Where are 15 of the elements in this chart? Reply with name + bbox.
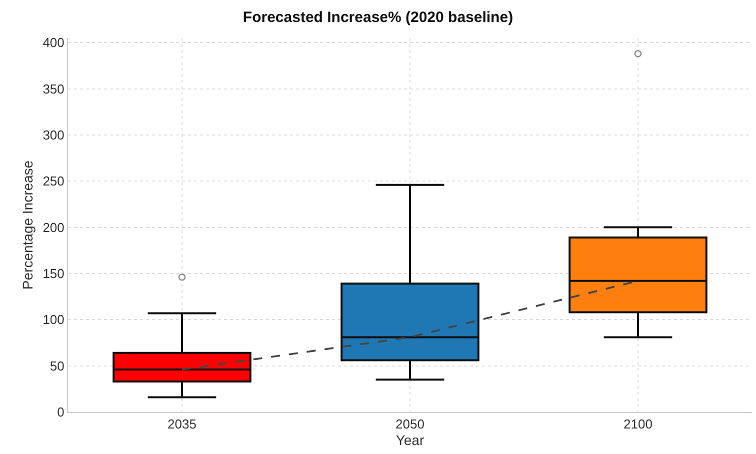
x-tick-label: 2050 [396,416,424,432]
y-tick-label: 100 [42,312,64,328]
y-tick-label: 150 [42,266,64,282]
y-tick-label: 0 [57,404,64,420]
y-tick-label: 350 [42,81,64,96]
y-tick-label: 50 [50,358,64,374]
y-tick-label: 200 [42,220,64,235]
y-tick-label: 400 [42,35,64,50]
x-axis-title: Year [396,432,424,448]
x-tick-label: 2100 [624,416,652,432]
y-axis-title: Percentage Increase [19,160,36,290]
y-tick-label: 300 [42,128,64,143]
y-tick-label: 250 [42,174,64,189]
chart-title: Forecasted Increase% (2020 baseline) [242,8,514,26]
x-tick-label: 2035 [168,416,196,432]
